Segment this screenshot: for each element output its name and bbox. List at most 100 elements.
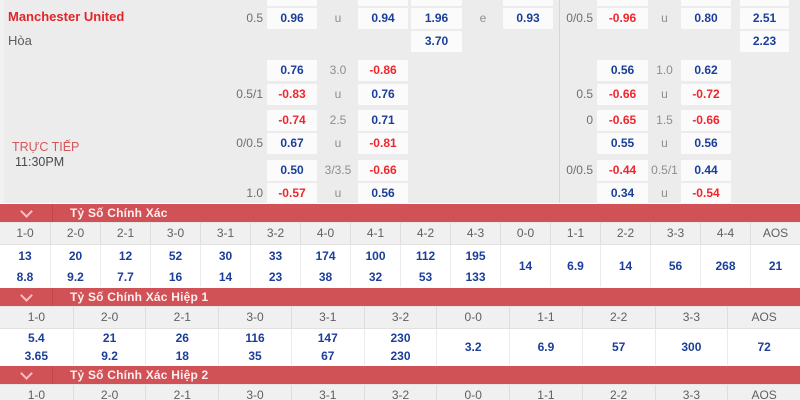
score-odds-value[interactable]: 300 — [681, 340, 702, 354]
odds-box[interactable]: 0.76 — [358, 84, 408, 105]
odds-box[interactable] — [411, 0, 462, 6]
odds-box[interactable]: 0.80 — [681, 8, 731, 29]
odds-box[interactable] — [503, 0, 553, 6]
odds-box[interactable] — [597, 0, 648, 6]
section-header-bar[interactable]: Tỷ Số Chính Xác — [0, 204, 800, 222]
score-odds-value[interactable]: 133 — [465, 269, 486, 284]
score-odds-cell: 112 53 — [400, 245, 450, 287]
odds-box[interactable]: -0.81 — [358, 133, 408, 154]
odds-box[interactable]: 1.96 — [411, 8, 462, 29]
score-odds-value[interactable]: 195 — [465, 248, 486, 263]
odds-box[interactable]: -0.66 — [681, 110, 731, 131]
score-odds-value[interactable]: 52 — [168, 248, 183, 263]
score-odds-cell: 52 16 — [150, 245, 200, 287]
odds-box[interactable]: 0.96 — [267, 8, 317, 29]
odds-box[interactable]: 0.67 — [267, 133, 317, 154]
score-odds-value[interactable]: 268 — [715, 259, 736, 273]
score-odds-value[interactable]: 21 — [102, 331, 117, 345]
odds-box[interactable]: 0.62 — [681, 60, 731, 81]
odds-box[interactable]: -0.66 — [358, 160, 408, 181]
score-odds-value[interactable]: 20 — [68, 248, 83, 263]
score-odds-value[interactable]: 56 — [668, 259, 683, 273]
odds-box[interactable] — [358, 0, 408, 6]
score-odds-value[interactable]: 230 — [390, 349, 411, 363]
score-odds-value[interactable]: 38 — [318, 269, 333, 284]
score-odds-cell: 72 — [727, 329, 800, 365]
score-odds-value[interactable]: 18 — [175, 349, 189, 363]
odds-box[interactable]: 3.70 — [411, 31, 462, 52]
score-odds-value[interactable]: 13 — [18, 248, 32, 263]
section-header-bar[interactable]: Tỷ Số Chính Xác Hiệp 1 — [0, 288, 800, 306]
score-odds-value[interactable]: 3.2 — [464, 340, 482, 354]
odds-box[interactable]: 0.56 — [597, 60, 648, 81]
odds-box[interactable]: 0.50 — [267, 160, 317, 181]
score-odds-value[interactable]: 14 — [218, 269, 233, 284]
odds-box[interactable]: -0.74 — [267, 110, 317, 131]
score-odds-value[interactable]: 174 — [315, 248, 336, 263]
score-odds-cell: 3.2 — [436, 329, 509, 365]
odds-box[interactable]: 0.34 — [597, 183, 648, 204]
score-odds-value[interactable]: 57 — [611, 340, 626, 354]
odds-box[interactable]: -0.86 — [358, 60, 408, 81]
score-odds-value[interactable]: 67 — [321, 349, 335, 363]
chevron-down-icon[interactable] — [0, 366, 53, 384]
score-column-header: 4-1 — [350, 223, 400, 244]
score-odds-value[interactable]: 8.8 — [16, 269, 34, 284]
odds-box[interactable]: -0.72 — [681, 84, 731, 105]
score-odds-value[interactable]: 147 — [317, 331, 338, 345]
odds-box[interactable]: 0.55 — [597, 133, 648, 154]
score-column-header: 2-0 — [72, 385, 146, 400]
chevron-down-icon[interactable] — [0, 288, 53, 306]
score-odds-value[interactable]: 35 — [248, 349, 262, 363]
score-odds-value[interactable]: 72 — [757, 340, 771, 354]
score-odds-value[interactable]: 30 — [218, 248, 233, 263]
score-odds-value[interactable]: 21 — [768, 259, 783, 273]
section-header-bar[interactable]: Tỷ Số Chính Xác Hiệp 2 — [0, 366, 800, 384]
odds-box[interactable] — [267, 0, 317, 6]
score-odds-value[interactable]: 16 — [168, 269, 183, 284]
score-odds-value[interactable]: 14 — [618, 259, 633, 273]
odds-box[interactable]: -0.83 — [267, 84, 317, 105]
odds-box[interactable] — [740, 0, 789, 6]
score-odds-value[interactable]: 26 — [175, 331, 189, 345]
odds-box[interactable]: 2.23 — [740, 31, 789, 52]
score-odds-value[interactable]: 116 — [245, 331, 265, 345]
odds-box[interactable]: 0.76 — [267, 60, 317, 81]
score-odds-cell: 21 9.2 — [72, 329, 146, 365]
odds-box[interactable]: 0.71 — [358, 110, 408, 131]
score-odds-value[interactable]: 32 — [368, 269, 383, 284]
odds-box[interactable]: 2.51 — [740, 8, 789, 29]
odds-box[interactable]: 0.56 — [681, 133, 731, 154]
odds-box[interactable]: 0.56 — [358, 183, 408, 204]
score-odds-value[interactable]: 7.7 — [117, 269, 134, 284]
odds-box[interactable]: -0.57 — [267, 183, 317, 204]
score-odds-value[interactable]: 100 — [365, 248, 386, 263]
score-odds-value[interactable]: 12 — [118, 248, 133, 263]
score-column-header: 3-2 — [250, 223, 300, 244]
score-odds-value[interactable]: 9.2 — [101, 349, 118, 363]
score-odds-value[interactable]: 53 — [418, 269, 433, 284]
score-odds-value[interactable]: 5.4 — [28, 331, 45, 345]
odds-box[interactable]: 0.44 — [681, 160, 731, 181]
odds-box[interactable]: -0.65 — [597, 110, 648, 131]
odds-box[interactable] — [681, 0, 731, 6]
score-odds-value[interactable]: 23 — [268, 269, 283, 284]
odds-box[interactable]: 0.94 — [358, 8, 408, 29]
odds-box[interactable]: -0.44 — [597, 160, 648, 181]
line-label: u — [661, 87, 668, 101]
score-odds-value[interactable]: 230 — [390, 331, 411, 345]
odds-box[interactable]: 0.93 — [503, 8, 553, 29]
score-odds-value[interactable]: 9.2 — [67, 269, 84, 284]
score-odds-value[interactable]: 3.65 — [24, 349, 49, 363]
score-odds-value[interactable]: 33 — [268, 248, 283, 263]
chevron-down-icon[interactable] — [0, 204, 53, 222]
odds-box[interactable]: -0.54 — [681, 183, 731, 204]
home-team-name[interactable]: Manchester United — [8, 9, 125, 24]
odds-box[interactable]: -0.96 — [597, 8, 648, 29]
score-column-header: 3-3 — [650, 223, 700, 244]
score-odds-value[interactable]: 14 — [518, 259, 533, 273]
score-odds-value[interactable]: 6.9 — [567, 259, 584, 273]
score-odds-value[interactable]: 112 — [415, 248, 436, 263]
score-odds-value[interactable]: 6.9 — [537, 340, 555, 354]
odds-box[interactable]: -0.66 — [597, 84, 648, 105]
